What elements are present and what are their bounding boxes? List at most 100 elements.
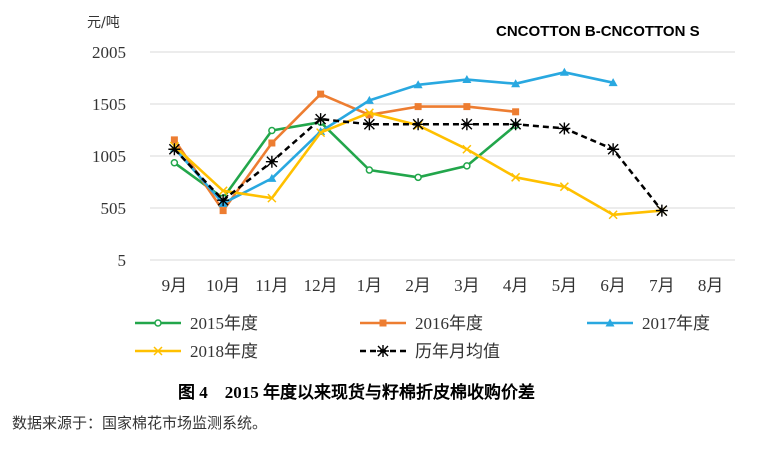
- data-point: [559, 182, 569, 192]
- data-point-shape: [170, 159, 179, 167]
- data-point-shape: [317, 90, 325, 98]
- data-point: [314, 113, 327, 126]
- legend-item: 2015年度: [135, 314, 258, 333]
- data-point: [363, 118, 376, 131]
- data-point: [512, 108, 520, 116]
- legend-item: 历年月均值: [360, 342, 500, 361]
- data-point: [168, 143, 181, 156]
- data-point-shape: [511, 172, 521, 182]
- legend-label: 2015年度: [190, 314, 258, 333]
- x-tick-label: 4月: [503, 276, 529, 295]
- data-point-shape: [365, 166, 374, 174]
- legend-marker-shape: [154, 319, 162, 327]
- data-point: [365, 111, 373, 119]
- data-point: [558, 122, 571, 135]
- x-tick-label: 3月: [454, 276, 480, 295]
- data-point: [267, 193, 277, 203]
- data-point-shape: [413, 80, 423, 89]
- data-point-shape: [364, 108, 374, 118]
- data-point: [462, 144, 472, 154]
- x-tick-labels: 9月 10月 11月 12月 1月 2月 3月 4月 5月 6月 7月 8月: [162, 276, 724, 295]
- series-0: [170, 118, 520, 202]
- legend-item: 2016年度: [360, 314, 483, 333]
- data-point-shape: [365, 111, 373, 119]
- data-point-shape: [412, 118, 425, 131]
- data-point: [412, 118, 425, 131]
- data-point-shape: [265, 155, 278, 168]
- legend-marker-shape: [153, 346, 163, 356]
- data-point-shape: [363, 118, 376, 131]
- data-point-shape: [170, 136, 178, 144]
- x-tick-label: 11月: [255, 276, 288, 295]
- data-point-shape: [460, 118, 473, 131]
- data-point: [317, 90, 325, 98]
- y-tick-label: 1505: [92, 95, 126, 114]
- data-point-shape: [655, 204, 668, 217]
- data-point: [170, 136, 178, 144]
- data-point-shape: [219, 207, 227, 215]
- legend-item: 2018年度: [135, 342, 258, 361]
- data-point: [463, 103, 471, 111]
- data-point-shape: [511, 79, 521, 88]
- data-point: [218, 186, 228, 196]
- data-source-note: 数据来源于：国家棉花市场监测系统。: [12, 414, 267, 432]
- data-point-shape: [267, 173, 277, 182]
- data-point-shape: [608, 210, 618, 220]
- data-point-shape: [316, 128, 326, 138]
- data-point: [265, 155, 278, 168]
- legend-marker: [154, 319, 162, 327]
- data-point-shape: [512, 108, 520, 116]
- data-point: [414, 173, 422, 182]
- data-point-shape: [217, 194, 230, 207]
- data-point: [268, 139, 276, 147]
- data-point-shape: [267, 193, 277, 203]
- data-point-shape: [364, 95, 374, 104]
- data-point: [316, 128, 326, 138]
- legend-label: 历年月均值: [415, 342, 500, 361]
- x-tick-label: 6月: [600, 276, 626, 295]
- legend-marker: [605, 318, 615, 327]
- data-point-shape: [268, 126, 276, 135]
- series-line: [173, 71, 614, 205]
- data-point-shape: [558, 122, 571, 135]
- data-point-shape: [559, 182, 569, 192]
- x-tick-label: 9月: [162, 276, 188, 295]
- chart-title: CNCOTTON B-CNCOTTON S: [496, 23, 700, 40]
- data-point-shape: [463, 162, 471, 170]
- data-point: [219, 207, 227, 215]
- series-line: [173, 120, 517, 200]
- data-point: [414, 103, 422, 111]
- data-point: [268, 126, 276, 135]
- series-2: [169, 67, 618, 207]
- figure-caption: 图 4 2015 年度以来现货与籽棉折皮棉收购价差: [178, 382, 535, 402]
- y-axis-unit: 元/吨: [87, 15, 120, 31]
- data-point: [559, 67, 569, 76]
- data-point-shape: [414, 103, 422, 111]
- gridlines: [150, 51, 735, 261]
- legend-marker-shape: [605, 318, 615, 327]
- data-point-shape: [509, 118, 522, 131]
- legend-marker: [153, 346, 163, 356]
- data-point: [364, 95, 374, 104]
- data-point-shape: [168, 143, 181, 156]
- data-point: [413, 80, 423, 89]
- data-point-shape: [608, 78, 618, 87]
- x-tick-label: 1月: [357, 276, 383, 295]
- legend-label: 2018年度: [190, 342, 258, 361]
- legend-marker-shape: [377, 345, 389, 357]
- x-tick-label: 5月: [552, 276, 578, 295]
- data-point-shape: [218, 186, 228, 196]
- x-tick-label: 8月: [698, 276, 724, 295]
- data-point: [511, 79, 521, 88]
- y-tick-label: 505: [101, 199, 127, 218]
- data-point: [509, 118, 522, 131]
- data-point: [607, 143, 620, 156]
- x-tick-label: 10月: [206, 276, 240, 295]
- legend: 2015年度 2016年度 2017年度 2018年度 历年月均值: [135, 314, 710, 361]
- series-4: [168, 113, 668, 217]
- y-tick-label: 2005: [92, 43, 126, 62]
- data-point: [608, 210, 618, 220]
- data-point: [511, 172, 521, 182]
- data-point: [267, 173, 277, 182]
